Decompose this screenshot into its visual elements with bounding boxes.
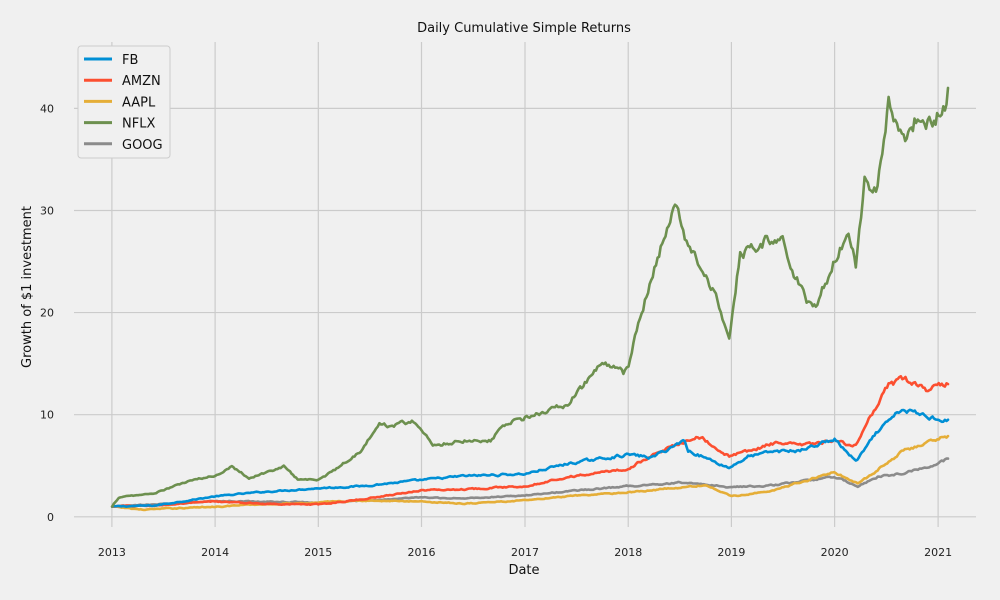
x-tick-label: 2019: [717, 546, 745, 559]
chart-title: Daily Cumulative Simple Returns: [417, 21, 631, 36]
series-line-nflx: [110, 86, 950, 508]
series-line-aapl: [110, 434, 950, 512]
x-tick-label: 2021: [924, 546, 952, 559]
x-tick-label: 2017: [511, 546, 539, 559]
legend-label-goog: GOOG: [122, 138, 163, 153]
y-axis-ticks: 0 10 20 30 40: [40, 102, 54, 523]
series-line-fb: [110, 408, 950, 508]
legend-box: [77, 45, 171, 159]
y-tick-label: 40: [40, 102, 54, 115]
legend-label-fb: FB: [122, 53, 138, 68]
legend: FB AMZN AAPL NFLX GOOG: [77, 45, 171, 159]
x-tick-label: 2018: [614, 546, 642, 559]
legend-label-aapl: AAPL: [122, 95, 156, 110]
x-axis-label: Date: [508, 563, 539, 578]
x-tick-label: 2014: [201, 546, 229, 559]
y-axis-label: Growth of $1 investment: [20, 206, 35, 368]
grid: [74, 42, 976, 527]
y-tick-label: 10: [40, 409, 54, 422]
legend-label-nflx: NFLX: [122, 117, 155, 132]
x-axis-ticks: 2013 2014 2015 2016 2017 2018 2019 2020 2021: [98, 546, 952, 559]
y-tick-label: 20: [40, 307, 54, 320]
series-lines: [110, 86, 950, 512]
y-tick-label: 0: [47, 511, 54, 524]
x-tick-label: 2016: [408, 546, 436, 559]
x-tick-label: 2013: [98, 546, 126, 559]
x-tick-label: 2020: [821, 546, 849, 559]
series-line-amzn: [110, 375, 950, 508]
x-tick-label: 2015: [304, 546, 332, 559]
y-tick-label: 30: [40, 204, 54, 217]
legend-label-amzn: AMZN: [122, 74, 161, 89]
